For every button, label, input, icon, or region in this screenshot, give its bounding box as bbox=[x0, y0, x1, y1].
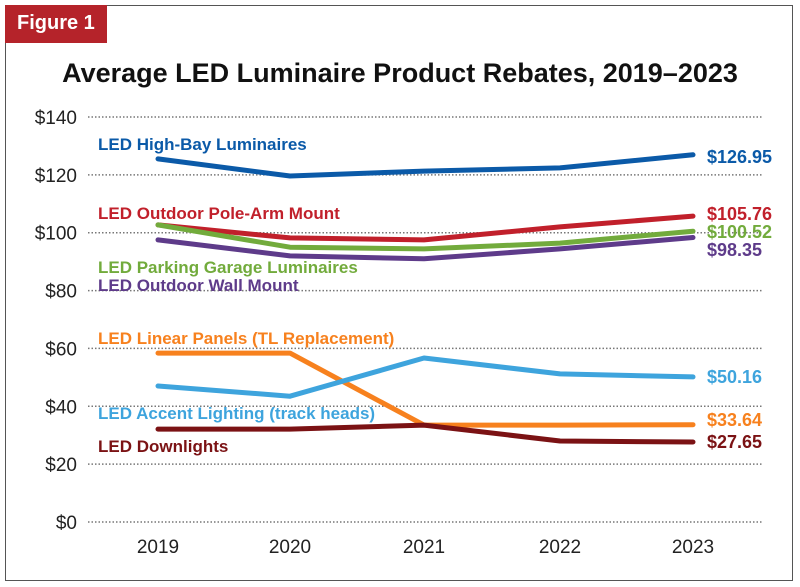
end-value-label: $50.16 bbox=[707, 367, 762, 387]
figure-frame bbox=[5, 5, 793, 581]
x-tick-label: 2023 bbox=[672, 537, 714, 558]
series-lines bbox=[155, 152, 696, 445]
y-tick-label: $0 bbox=[56, 513, 77, 534]
series-name-label: LED Parking Garage Luminaires bbox=[98, 258, 358, 277]
series-line bbox=[155, 355, 696, 399]
y-tick-label: $80 bbox=[45, 282, 77, 303]
end-value-label: $98.35 bbox=[707, 240, 762, 260]
y-tick-label: $60 bbox=[45, 339, 77, 360]
y-tick-label: $140 bbox=[35, 108, 77, 129]
series-labels: LED High-Bay Luminaires $126.95 LED Outdoo… bbox=[98, 135, 772, 456]
series-name-label: LED Downlights bbox=[98, 437, 228, 456]
series-name-label: LED Outdoor Pole-Arm Mount bbox=[98, 204, 340, 223]
grid bbox=[88, 116, 762, 523]
chart-title: Average LED Luminaire Product Rebates, 2… bbox=[62, 58, 738, 88]
y-tick-label: $120 bbox=[35, 166, 77, 187]
y-tick-label: $100 bbox=[35, 224, 77, 245]
y-tick-label: $40 bbox=[45, 397, 77, 418]
end-value-label: $105.76 bbox=[707, 204, 772, 224]
end-value-label: $33.64 bbox=[707, 410, 762, 430]
figure-tag: Figure 1 bbox=[5, 5, 107, 43]
x-tick-label: 2020 bbox=[269, 537, 311, 558]
series-name-label: LED High-Bay Luminaires bbox=[98, 135, 307, 154]
y-tick-label: $20 bbox=[45, 455, 77, 476]
x-axis: 2019 2020 2021 2022 2023 bbox=[137, 537, 714, 558]
x-tick-label: 2021 bbox=[403, 537, 445, 558]
x-tick-label: 2022 bbox=[539, 537, 581, 558]
end-value-label: $27.65 bbox=[707, 432, 762, 452]
series-line bbox=[155, 422, 696, 445]
x-tick-label: 2019 bbox=[137, 537, 179, 558]
series-name-label: LED Accent Lighting (track heads) bbox=[98, 404, 375, 423]
y-axis: $0 $20 $40 $60 $80 $100 $120 $140 bbox=[35, 108, 77, 534]
series-name-label: LED Linear Panels (TL Replacement) bbox=[98, 329, 394, 348]
end-value-label: $100.52 bbox=[707, 222, 772, 242]
series-name-label: LED Outdoor Wall Mount bbox=[98, 276, 299, 295]
end-value-label: $126.95 bbox=[707, 147, 772, 167]
series-line bbox=[155, 152, 696, 179]
